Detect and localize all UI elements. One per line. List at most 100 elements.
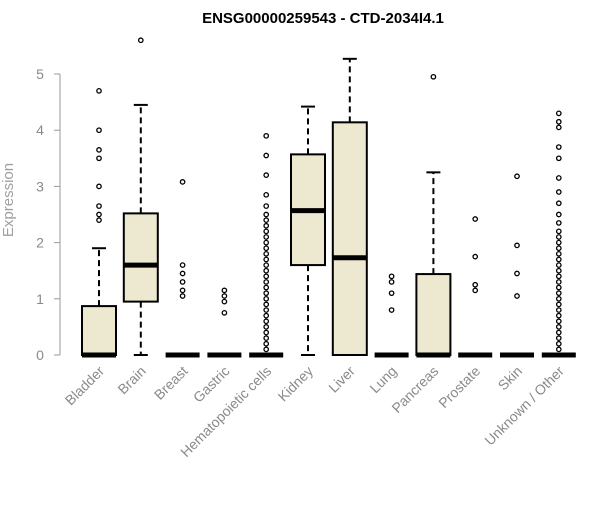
outlier-point xyxy=(555,118,562,125)
box-skin xyxy=(500,173,534,358)
outlier-point xyxy=(96,155,102,162)
y-tick-label: 5 xyxy=(36,66,44,82)
outlier-point xyxy=(472,287,479,294)
outlier-point xyxy=(555,250,562,257)
x-category-label: Brain xyxy=(114,363,148,397)
outlier-point xyxy=(263,284,270,291)
box-hematopoietic-cells xyxy=(249,132,284,358)
outlier-point xyxy=(555,239,562,246)
outlier-point xyxy=(514,293,520,299)
outlier-point xyxy=(388,290,395,297)
x-category-label: Bladder xyxy=(62,363,108,409)
outlier-point xyxy=(179,279,186,285)
outlier-point xyxy=(472,216,479,222)
outlier-point xyxy=(555,335,562,341)
outlier-point xyxy=(263,329,270,336)
y-axis: 0 1 2 3 4 5 xyxy=(36,66,61,363)
outlier-point xyxy=(263,152,270,159)
outlier-point xyxy=(555,324,562,330)
outlier-point xyxy=(263,132,270,139)
box-brain xyxy=(122,37,159,356)
outlier-point xyxy=(555,262,562,268)
outlier-point xyxy=(555,228,562,235)
outlier-point xyxy=(263,290,270,297)
outlier-point xyxy=(263,279,270,285)
outlier-point xyxy=(555,110,562,117)
x-category-label: Liver xyxy=(325,363,358,396)
outlier-point xyxy=(263,307,270,313)
y-tick-label: 4 xyxy=(36,122,44,138)
outlier-point xyxy=(179,287,186,294)
y-tick-label: 0 xyxy=(36,347,44,363)
outlier-point xyxy=(263,335,270,341)
outlier-point xyxy=(555,220,562,226)
outlier-point xyxy=(388,307,395,313)
outlier-point xyxy=(555,175,562,181)
outlier-point xyxy=(263,217,270,223)
outlier-point xyxy=(221,298,228,305)
outlier-point xyxy=(555,346,562,353)
outlier-point xyxy=(514,270,520,277)
outlier-point xyxy=(263,318,270,325)
box-kidney xyxy=(290,105,326,356)
outlier-point xyxy=(555,312,562,319)
outlier-point xyxy=(263,301,270,308)
outlier-point xyxy=(263,203,270,209)
outlier-point xyxy=(555,267,562,274)
box-bladder xyxy=(81,88,117,358)
outlier-point xyxy=(263,262,270,268)
outlier-point xyxy=(514,173,520,180)
outlier-point xyxy=(263,312,270,319)
outlier-point xyxy=(555,279,562,285)
outlier-point xyxy=(555,124,562,131)
outlier-point xyxy=(388,273,395,280)
outlier-point xyxy=(96,127,102,134)
outlier-point xyxy=(555,256,562,263)
outlier-point xyxy=(263,234,270,240)
outlier-point xyxy=(179,262,186,268)
outlier-point xyxy=(555,234,562,240)
outlier-point xyxy=(555,295,562,302)
outlier-point xyxy=(555,318,562,325)
outlier-point xyxy=(263,273,270,280)
outlier-point xyxy=(555,301,562,308)
outlier-point xyxy=(96,183,102,190)
outlier-point xyxy=(263,340,270,347)
outlier-point xyxy=(179,270,186,277)
outlier-point xyxy=(514,242,520,249)
outlier-point xyxy=(555,307,562,313)
chart-title: ENSG00000259543 - CTD-2034I4.1 xyxy=(202,10,444,27)
y-axis-label: Expression xyxy=(0,163,17,237)
outlier-point xyxy=(263,267,270,274)
boxes-group xyxy=(81,37,576,358)
outlier-point xyxy=(555,144,562,150)
box-unknown-other xyxy=(541,110,576,358)
y-tick-label: 2 xyxy=(36,235,44,251)
outlier-point xyxy=(96,203,102,209)
x-category-label: Kidney xyxy=(275,363,317,405)
outlier-point xyxy=(96,147,102,153)
outlier-point xyxy=(96,211,102,218)
outlier-point xyxy=(555,155,562,162)
outlier-point xyxy=(263,222,270,229)
y-tick-label: 1 xyxy=(36,291,44,307)
outlier-point xyxy=(221,287,228,294)
outlier-point xyxy=(179,293,186,299)
outlier-point xyxy=(221,309,228,316)
box-prostate xyxy=(458,216,493,358)
outlier-point xyxy=(263,211,270,218)
outlier-point xyxy=(263,324,270,330)
outlier-point xyxy=(263,239,270,246)
outlier-point xyxy=(96,217,102,223)
outlier-point xyxy=(263,256,270,263)
outlier-point xyxy=(263,191,270,198)
outlier-point xyxy=(263,245,270,252)
outlier-point xyxy=(96,88,102,94)
outlier-point xyxy=(555,200,562,207)
outlier-point xyxy=(555,211,562,218)
x-category-label: Prostate xyxy=(435,363,483,411)
x-category-label: Breast xyxy=(151,363,191,403)
outlier-point xyxy=(555,340,562,347)
